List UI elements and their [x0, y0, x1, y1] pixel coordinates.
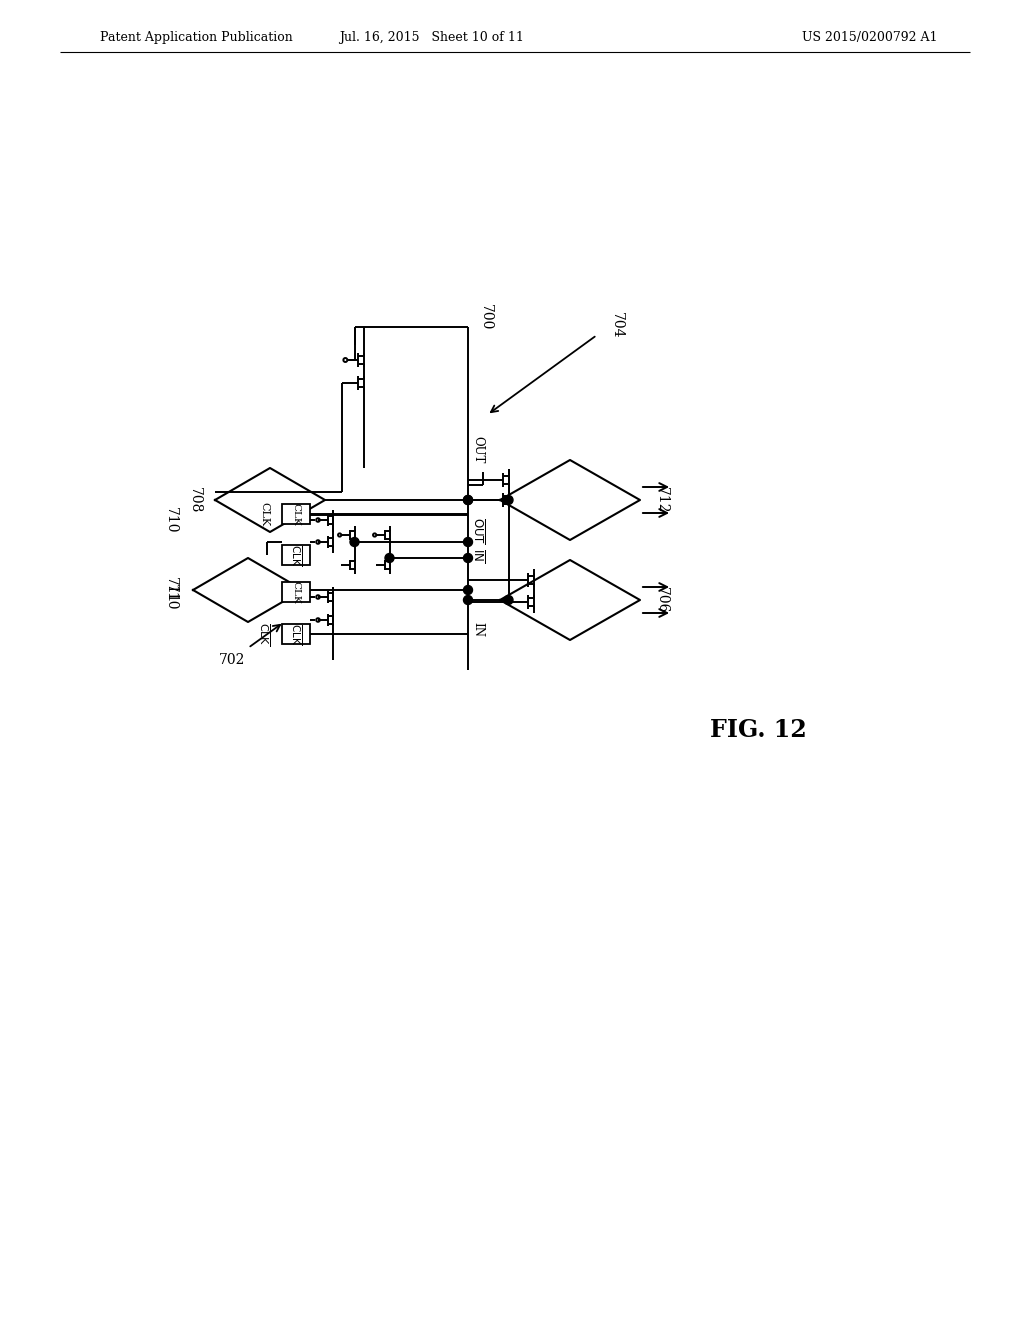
Text: 710: 710 [164, 507, 178, 533]
Bar [282, 545, 310, 565]
Circle shape [464, 595, 472, 605]
Text: Jul. 16, 2015   Sheet 10 of 11: Jul. 16, 2015 Sheet 10 of 11 [340, 30, 524, 44]
Circle shape [385, 553, 394, 562]
Bar [282, 624, 310, 644]
Bar [282, 504, 310, 524]
Text: Patent Application Publication: Patent Application Publication [100, 30, 293, 44]
Bar [282, 582, 310, 602]
Text: $\overline{\mathrm{CLK}}$: $\overline{\mathrm{CLK}}$ [289, 623, 303, 645]
Circle shape [464, 553, 472, 562]
Text: 712: 712 [655, 487, 669, 513]
Circle shape [464, 495, 472, 504]
Text: FIG. 12: FIG. 12 [710, 718, 806, 742]
Text: 711: 711 [164, 577, 178, 603]
Circle shape [350, 537, 359, 546]
Text: $\overline{\mathrm{OUT}}$: $\overline{\mathrm{OUT}}$ [470, 516, 485, 544]
Circle shape [464, 586, 472, 594]
Text: 708: 708 [188, 487, 202, 513]
Text: $\overline{\mathrm{CLK}}$: $\overline{\mathrm{CLK}}$ [289, 544, 303, 566]
Text: 700: 700 [479, 304, 493, 330]
Circle shape [504, 595, 513, 605]
Text: IN: IN [471, 623, 484, 638]
Text: 702: 702 [219, 653, 245, 667]
Text: US 2015/0200792 A1: US 2015/0200792 A1 [802, 30, 938, 44]
Text: 706: 706 [655, 587, 669, 614]
Text: 704: 704 [610, 312, 624, 338]
Text: OUT: OUT [471, 437, 484, 463]
Circle shape [464, 537, 472, 546]
Text: $\overline{\mathrm{IN}}$: $\overline{\mathrm{IN}}$ [470, 548, 485, 562]
Text: CLK: CLK [292, 503, 300, 525]
Text: CLK: CLK [259, 502, 269, 527]
Circle shape [504, 495, 513, 504]
Text: $\overline{\mathrm{CLK}}$: $\overline{\mathrm{CLK}}$ [257, 622, 271, 645]
Text: 710: 710 [164, 583, 178, 610]
Text: CLK: CLK [292, 581, 300, 603]
Circle shape [464, 495, 472, 504]
